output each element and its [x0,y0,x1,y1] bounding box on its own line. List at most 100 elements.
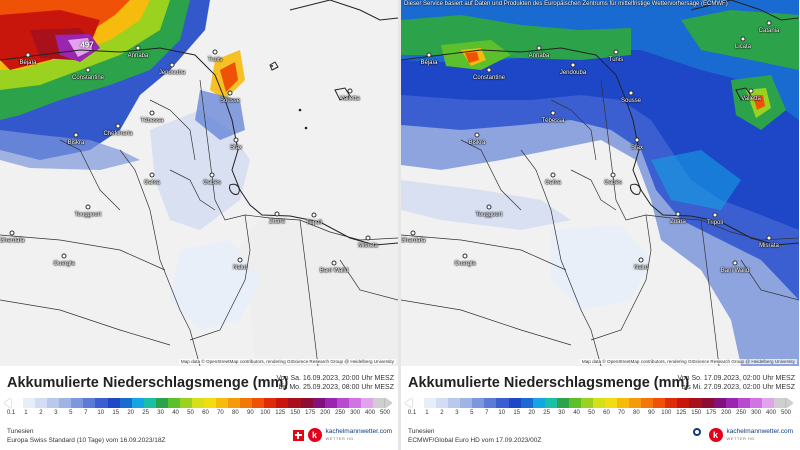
scale-swatch [532,398,545,408]
region-name: Tunesien [7,428,34,435]
scale-tick-label: 40 [172,410,179,416]
scale-swatch [605,398,618,408]
scale-swatch [641,398,654,408]
city-marker [613,49,619,55]
city-label: Sousse [620,98,642,104]
scale-tick-label: 80 [232,410,239,416]
city-label: Bani Walid [720,268,750,274]
city-marker [331,260,337,266]
city-label: Valletta [340,96,360,102]
brand-name: kachelmannwetter.com [325,428,392,435]
region-name: Tunesien [408,428,435,435]
map-attribution: Map data © OpenStreetMap contributors, r… [178,359,396,364]
city-marker [212,49,218,55]
scale-swatch [737,398,750,408]
precipitation-map[interactable]: 497 Map data © OpenStreetMap contributor… [0,0,398,366]
forecast-panel-ecmwf: Dieser Service basiert auf Daten und Pro… [401,0,799,450]
scale-swatch [629,398,642,408]
scale-swatch [228,398,241,408]
scale-swatch [300,398,313,408]
scale-tick-label: 0.1 [6,410,16,416]
city-label: Gabès [203,180,221,186]
precipitation-map[interactable]: Dieser Service basiert auf Daten und Pro… [401,0,799,366]
scale-tick-label: 1 [425,410,429,416]
scale-tick-label: 3 [54,410,58,416]
brand-text: kachelmannwetter.com WETTER HD [727,428,793,442]
scale-tick-label: 7 [84,410,88,416]
scale-tick-label: 125 [676,410,687,416]
scale-swatch [653,398,666,408]
scale-max-arrow-icon [385,398,392,408]
city-marker [426,52,432,58]
scale-swatch [749,398,762,408]
scale-swatch [677,398,690,408]
city-marker [209,172,215,178]
scale-tick-label: 100 [260,410,271,416]
scale-swatch [204,398,217,408]
scale-tick-label: 30 [157,410,164,416]
map-canvas [0,0,398,366]
scale-swatch [412,398,425,408]
scale-tick-label: 175 [706,410,717,416]
scale-swatch [155,398,168,408]
scale-tick-label: 7 [485,410,489,416]
city-marker [233,137,239,143]
city-marker [274,211,280,217]
city-marker [748,88,754,94]
scale-swatch [484,398,497,408]
scale-tick-label: 150 [290,410,301,416]
scale-swatch [95,398,108,408]
city-marker [486,67,492,73]
legend-panel: Akkumulierte Niederschlagsmenge (mm) Von… [401,366,799,450]
scale-swatch [372,398,385,408]
scale-swatch [424,398,437,408]
scale-tick-label: 60 [202,410,209,416]
scale-swatch [773,398,786,408]
city-label: Gafsa [143,180,161,186]
city-marker [115,123,121,129]
scale-swatch [240,398,253,408]
city-label: Nalut [633,265,649,271]
legend-title: Akkumulierte Niederschlagsmenge (mm) [7,375,289,391]
city-label: Annaba [127,53,149,59]
period-start: Von Sa. 16.09.2023, 20:00 Uhr MESZ [276,375,394,382]
city-marker [311,212,317,218]
scale-swatch [23,398,36,408]
city-label: Béjaïa [420,60,438,66]
city-marker [237,257,243,263]
city-marker [536,45,542,51]
city-label: Nalut [232,265,248,271]
city-marker [9,230,15,236]
city-label: Constantine [472,75,506,81]
brand-sub: WETTER HD [726,436,755,441]
scale-tick-label: 0.1 [407,410,417,416]
scale-swatch [71,398,84,408]
scale-tick-label: 125 [275,410,286,416]
scale-swatch [191,398,204,408]
city-label: Zuara [269,219,285,225]
city-marker [73,132,79,138]
scale-tick-label: 90 [648,410,655,416]
scale-swatch [592,398,605,408]
legend-panel: Akkumulierte Niederschlagsmenge (mm) Von… [0,366,398,450]
city-marker [347,88,353,94]
ecmwf-logo-icon [689,428,705,442]
swiss-flag-icon [292,429,304,441]
city-label: Sousse [219,98,241,104]
scale-tick-label: 1 [24,410,28,416]
city-marker [628,90,634,96]
city-label: Catania [758,28,780,34]
kachelmann-logo-icon: k [708,428,723,442]
city-label: Annaba [528,53,550,59]
scale-tick-label: 200 [721,410,732,416]
scale-tick-label: 300 [751,410,762,416]
scale-tick-label: 5 [470,410,474,416]
scale-tick-label: 50 [187,410,194,416]
scale-swatches [11,398,385,408]
city-label: Tripoli [305,220,323,226]
logos: k kachelmannwetter.com WETTER HD [292,428,392,442]
city-marker [149,172,155,178]
scale-swatch [312,398,325,408]
scale-tick-label: 10 [97,410,105,416]
scale-swatch [520,398,533,408]
